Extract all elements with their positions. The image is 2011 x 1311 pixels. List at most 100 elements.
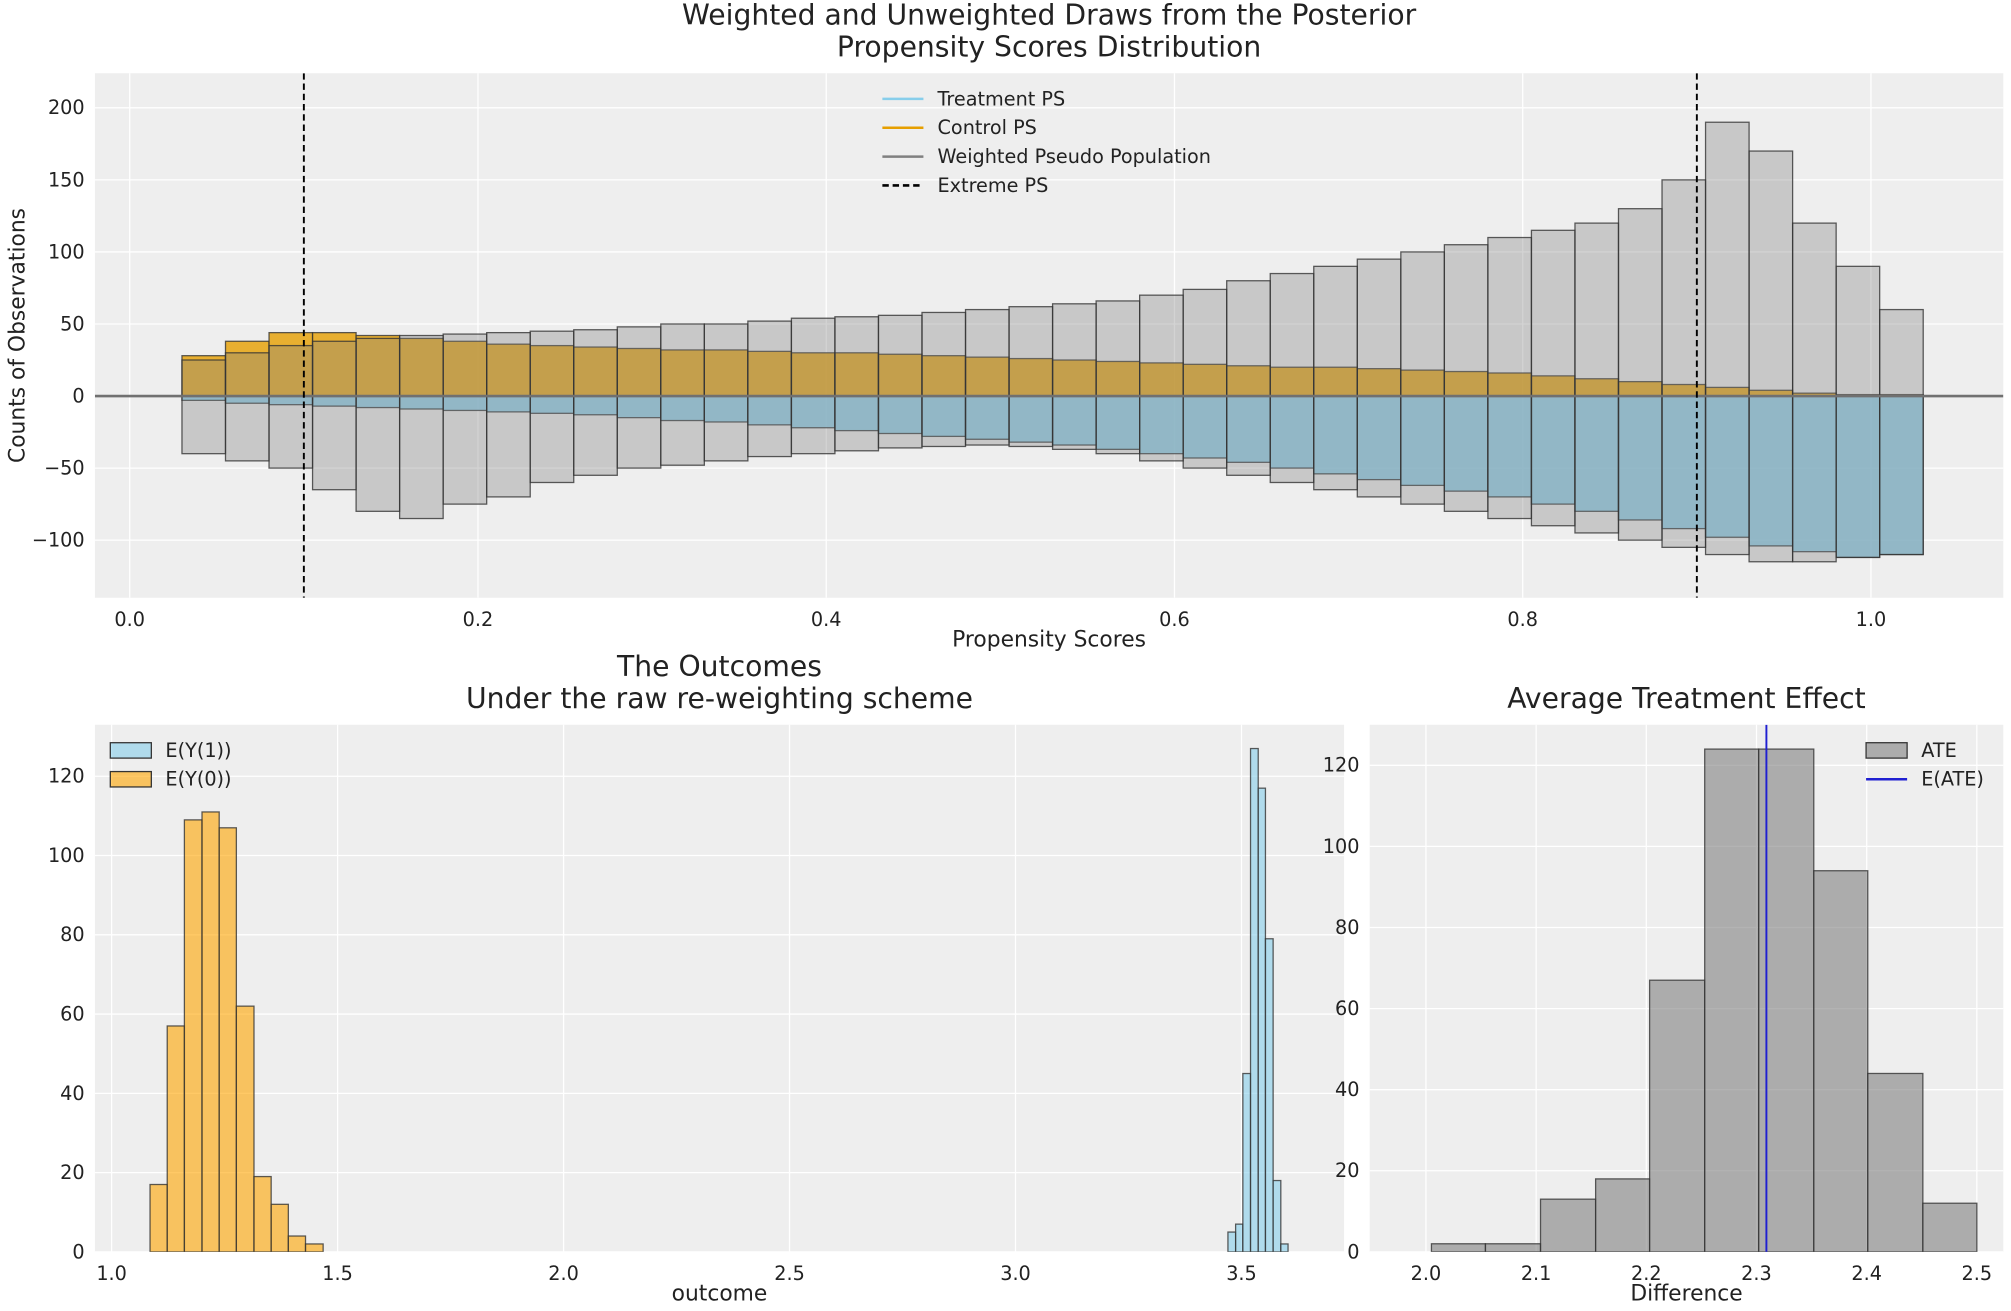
plot-area: [94, 724, 1345, 1252]
bar: [1530, 229, 1576, 397]
bar: [1226, 395, 1271, 463]
y-tick-label: 0: [72, 1240, 84, 1263]
bar: [1661, 395, 1707, 548]
bar: [834, 395, 880, 452]
y-tick-label: 0: [72, 384, 84, 407]
legend-label: Treatment PS: [937, 87, 1066, 110]
bar: [964, 356, 1010, 397]
bar: [355, 334, 401, 397]
x-tick-label: 0.0: [114, 608, 145, 631]
bar: [1617, 208, 1663, 397]
bar: [166, 1025, 186, 1252]
y-tick-label: 0: [1347, 1240, 1359, 1263]
x-tick-label: 0.6: [1159, 608, 1190, 631]
y-tick-label: 50: [60, 312, 84, 335]
bar: [1139, 362, 1184, 397]
legend-label: Weighted Pseudo Population: [938, 145, 1211, 168]
bar: [529, 330, 575, 397]
y-tick-label: 100: [48, 240, 85, 263]
bar: [181, 359, 227, 397]
bar: [573, 346, 618, 397]
bar: [1139, 294, 1184, 397]
chart-title: Propensity Scores Distribution: [837, 31, 1261, 64]
bar: [1400, 251, 1446, 397]
bar: [1051, 395, 1097, 446]
bar: [1539, 1198, 1597, 1252]
y-tick-label: 100: [48, 844, 85, 867]
bar: [149, 1183, 168, 1252]
chart-title: Under the raw re-weighting scheme: [466, 682, 973, 715]
bar: [1095, 360, 1141, 397]
bar: [1443, 244, 1489, 397]
bar: [1280, 1243, 1289, 1252]
bar: [1269, 272, 1315, 397]
bar: [921, 311, 967, 397]
y-axis-label: Counts of Observations: [5, 208, 30, 463]
bar: [616, 326, 662, 397]
bar: [355, 395, 401, 512]
chart-title: The Outcomes: [616, 650, 822, 683]
bar: [1242, 1072, 1252, 1252]
y-tick-label: 120: [1323, 754, 1360, 777]
bar: [1051, 359, 1097, 397]
x-tick-label: 2.3: [1741, 1262, 1772, 1285]
bar: [218, 827, 238, 1252]
bar: [1257, 787, 1267, 1252]
bar: [703, 395, 749, 462]
bar: [1704, 748, 1760, 1252]
bar: [224, 395, 270, 462]
bar: [270, 1203, 289, 1252]
bar: [1095, 395, 1141, 455]
bar: [1430, 1243, 1487, 1252]
x-axis-label: outcome: [672, 1282, 768, 1307]
bar: [398, 395, 444, 520]
x-tick-label: 2.1: [1521, 1262, 1552, 1285]
bar: [1356, 395, 1402, 498]
bar: [921, 395, 967, 448]
y-tick-label: −100: [32, 529, 85, 552]
bar: [964, 308, 1010, 397]
bar: [486, 331, 531, 397]
bar: [1356, 395, 1402, 481]
bar: [1835, 395, 1881, 559]
bar: [1594, 1178, 1651, 1252]
bar: [1813, 870, 1869, 1252]
bar: [877, 314, 923, 397]
bar: [921, 395, 967, 438]
bar: [1574, 222, 1620, 397]
bar: [1008, 395, 1054, 443]
bar: [660, 395, 705, 466]
bar: [1648, 979, 1706, 1252]
y-tick-label: 20: [60, 1161, 84, 1184]
bar: [268, 395, 314, 469]
bar: [747, 320, 793, 397]
bar: [201, 811, 220, 1252]
y-tick-label: 40: [1335, 1078, 1359, 1101]
bar: [1051, 303, 1097, 397]
y-tick-label: 100: [1323, 835, 1360, 858]
bar: [1182, 288, 1228, 397]
bar: [1269, 395, 1315, 469]
bar: [573, 395, 618, 476]
bar: [398, 334, 444, 397]
bar: [1574, 395, 1620, 534]
bar: [486, 395, 531, 498]
bar: [1182, 363, 1228, 397]
y-tick-label: 40: [60, 1082, 84, 1105]
bar: [877, 395, 923, 449]
x-tick-label: 0.2: [463, 608, 494, 631]
legend-marker: [1865, 742, 1908, 759]
bar: [355, 337, 401, 397]
bar: [1867, 1072, 1924, 1252]
bar: [747, 395, 793, 458]
legend-label: Control PS: [938, 116, 1037, 139]
bar: [1356, 258, 1402, 397]
chart-title: Average Treatment Effect: [1507, 682, 1865, 715]
legend-label: E(Y(0)): [165, 768, 231, 791]
bar: [1704, 121, 1750, 397]
y-tick-label: 60: [60, 1002, 84, 1025]
x-tick-label: 2.0: [548, 1262, 579, 1285]
bar: [1272, 1179, 1282, 1252]
x-tick-label: 2.2: [1631, 1262, 1662, 1285]
legend-marker: [109, 742, 152, 759]
